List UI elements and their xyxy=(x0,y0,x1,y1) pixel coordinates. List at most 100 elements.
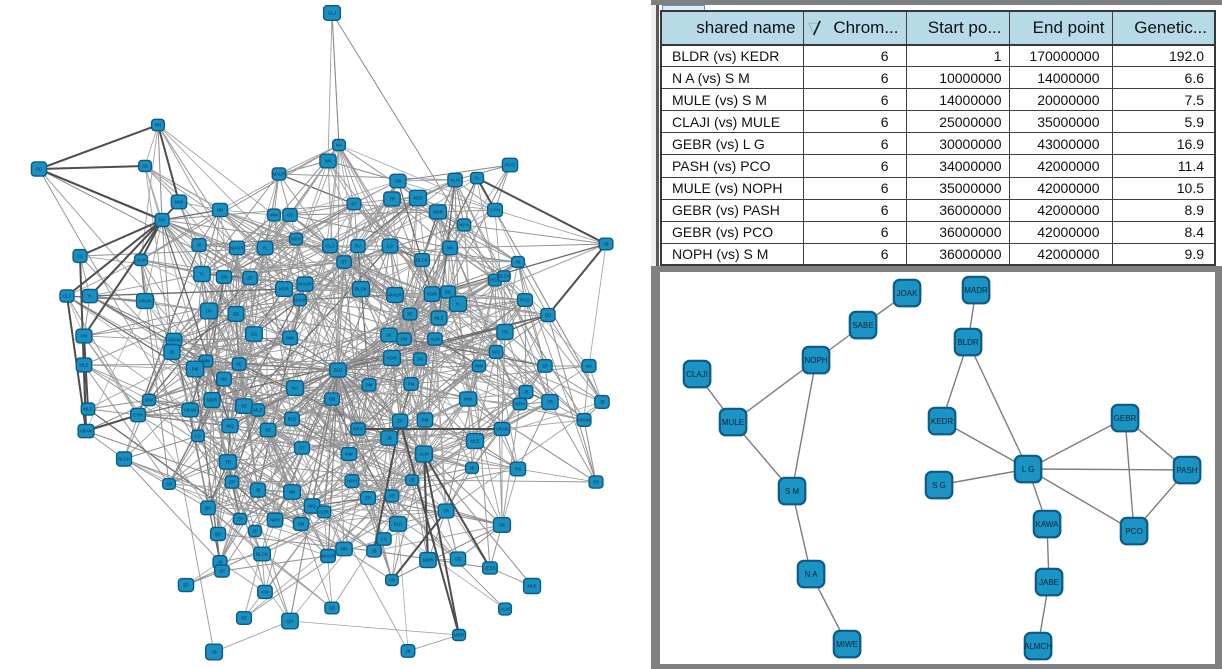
svg-text:YL: YL xyxy=(455,302,461,307)
svg-text:JB: JB xyxy=(211,650,216,655)
svg-text:MLE: MLE xyxy=(253,408,262,413)
svg-text:ZP: ZP xyxy=(365,496,371,501)
svg-text:MLE: MLE xyxy=(79,363,88,368)
svg-text:MDR: MDR xyxy=(433,210,444,215)
svg-text:NPH: NPH xyxy=(515,402,525,407)
svg-text:ALM: ALM xyxy=(136,258,146,263)
svg-text:BLDR: BLDR xyxy=(957,338,979,347)
svg-text:PM: PM xyxy=(192,367,199,372)
svg-text:TR: TR xyxy=(547,400,554,405)
svg-text:S G: S G xyxy=(932,481,946,490)
svg-text:SG: SG xyxy=(77,254,84,259)
svg-text:PCO: PCO xyxy=(520,298,530,303)
svg-text:MW: MW xyxy=(175,200,184,205)
svg-text:SG: SG xyxy=(417,357,424,362)
svg-text:PM: PM xyxy=(81,334,88,339)
svg-text:JK: JK xyxy=(515,260,520,265)
svg-text:NPH: NPH xyxy=(347,479,357,484)
svg-text:BLD: BLD xyxy=(394,522,404,527)
svg-text:CLJ: CLJ xyxy=(328,11,336,16)
svg-text:BLCK: BLCK xyxy=(256,552,268,557)
svg-text:QU: QU xyxy=(205,506,212,511)
svg-text:NOPH: NOPH xyxy=(804,356,827,365)
svg-text:GB: GB xyxy=(233,312,240,317)
svg-text:MAUR: MAUR xyxy=(293,298,307,303)
svg-text:MW: MW xyxy=(202,359,211,364)
svg-text:CLAJI: CLAJI xyxy=(686,370,708,379)
svg-text:NN: NN xyxy=(217,208,224,213)
svg-text:SM: SM xyxy=(298,522,305,527)
svg-text:MW: MW xyxy=(145,398,154,403)
svg-text:ARAN: ARAN xyxy=(80,429,93,434)
svg-text:GEBR: GEBR xyxy=(1114,414,1137,423)
svg-text:VN: VN xyxy=(389,578,395,583)
svg-text:BLD: BLD xyxy=(288,417,298,422)
svg-text:MAUR: MAUR xyxy=(321,554,335,559)
svg-text:ST: ST xyxy=(341,260,347,265)
svg-text:NA: NA xyxy=(221,377,227,382)
svg-text:ZP: ZP xyxy=(229,480,235,485)
svg-text:NN: NN xyxy=(155,123,162,128)
svg-text:JB: JB xyxy=(386,436,391,441)
svg-text:MW: MW xyxy=(464,397,473,402)
svg-text:XE: XE xyxy=(241,616,247,621)
svg-text:PM: PM xyxy=(408,382,415,387)
svg-text:S M: S M xyxy=(785,487,800,496)
svg-text:NPH: NPH xyxy=(459,223,469,228)
svg-text:XE: XE xyxy=(407,312,413,317)
svg-text:QU: QU xyxy=(215,532,222,537)
svg-text:ARAN: ARAN xyxy=(496,427,509,432)
svg-text:YL: YL xyxy=(262,246,268,251)
svg-text:JABE: JABE xyxy=(1039,578,1059,587)
svg-text:YL: YL xyxy=(474,176,480,181)
svg-text:GB: GB xyxy=(329,397,336,402)
svg-text:SM: SM xyxy=(401,337,408,342)
svg-text:ZP: ZP xyxy=(247,276,253,281)
svg-text:ARAN: ARAN xyxy=(184,408,197,413)
svg-text:SB: SB xyxy=(166,482,172,487)
svg-text:MW: MW xyxy=(270,213,279,218)
svg-text:QU: QU xyxy=(545,313,552,318)
svg-text:JK: JK xyxy=(169,350,174,355)
svg-text:GB: GB xyxy=(455,557,462,562)
svg-text:ARAN: ARAN xyxy=(168,338,181,343)
svg-text:KDR: KDR xyxy=(319,510,329,515)
svg-text:GB: GB xyxy=(221,275,228,280)
svg-text:ALM: ALM xyxy=(500,607,510,612)
svg-text:WQ: WQ xyxy=(492,350,500,355)
svg-text:ALMCH: ALMCH xyxy=(1024,642,1052,651)
svg-text:KDR: KDR xyxy=(427,292,437,297)
svg-text:JESS: JESS xyxy=(484,566,495,571)
svg-text:SB: SB xyxy=(329,606,335,611)
svg-text:BLD: BLD xyxy=(334,368,344,373)
svg-text:JB: JB xyxy=(469,466,474,471)
svg-text:UV: UV xyxy=(206,309,212,314)
svg-text:XE: XE xyxy=(241,404,247,409)
svg-text:SG: SG xyxy=(36,167,43,172)
svg-text:ZP: ZP xyxy=(237,517,243,522)
svg-text:MULE: MULE xyxy=(722,418,744,427)
svg-text:SB: SB xyxy=(142,164,148,169)
svg-text:JB: JB xyxy=(599,400,604,405)
svg-text:MW: MW xyxy=(475,364,484,369)
svg-text:SB: SB xyxy=(499,523,505,528)
svg-text:JOAK: JOAK xyxy=(897,289,919,298)
svg-text:NA: NA xyxy=(292,386,298,391)
svg-text:ARAN: ARAN xyxy=(578,418,591,423)
svg-text:MAUR: MAUR xyxy=(272,172,286,177)
svg-text:TR: TR xyxy=(225,460,232,465)
svg-text:SG: SG xyxy=(445,290,452,295)
svg-text:L G: L G xyxy=(1022,465,1035,474)
svg-text:JK: JK xyxy=(196,243,201,248)
svg-text:NN: NN xyxy=(289,490,296,495)
svg-text:ZP: ZP xyxy=(397,419,403,424)
svg-text:WQ: WQ xyxy=(308,504,316,509)
svg-text:CLJ: CLJ xyxy=(63,294,71,299)
svg-text:RV: RV xyxy=(355,244,361,249)
svg-text:MAUR: MAUR xyxy=(298,282,312,287)
svg-text:MAUR: MAUR xyxy=(388,293,402,298)
svg-text:UV: UV xyxy=(159,218,165,223)
svg-text:PS: PS xyxy=(515,467,521,472)
svg-text:GB: GB xyxy=(287,213,294,218)
svg-text:NN: NN xyxy=(447,246,454,251)
